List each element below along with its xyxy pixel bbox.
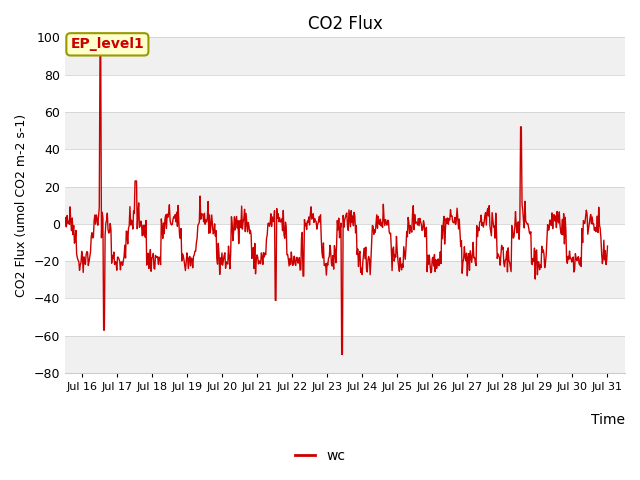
Bar xyxy=(65,74,625,112)
Bar xyxy=(65,187,625,224)
Bar xyxy=(65,299,625,336)
Bar xyxy=(65,37,625,74)
Title: CO2 Flux: CO2 Flux xyxy=(308,15,382,33)
Bar xyxy=(65,224,625,261)
Text: Time: Time xyxy=(591,413,625,427)
Bar xyxy=(65,336,625,373)
Bar xyxy=(65,149,625,187)
Bar xyxy=(65,112,625,149)
Text: EP_level1: EP_level1 xyxy=(70,37,144,51)
Y-axis label: CO2 Flux (umol CO2 m-2 s-1): CO2 Flux (umol CO2 m-2 s-1) xyxy=(15,114,28,297)
Bar xyxy=(65,261,625,299)
Legend: wc: wc xyxy=(289,443,351,468)
